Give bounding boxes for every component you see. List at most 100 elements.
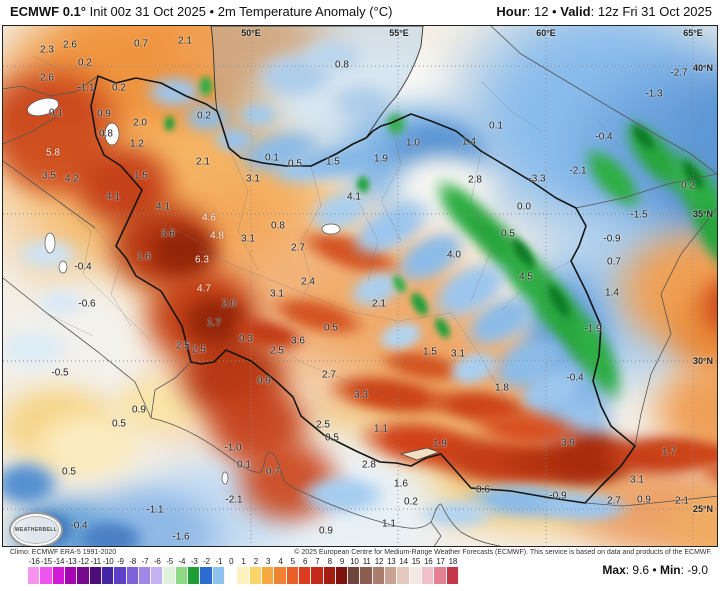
min-value: : -9.0	[680, 563, 708, 577]
weatherbell-logo: WEATHERBELL	[9, 512, 63, 546]
colorbar-cell	[40, 567, 53, 584]
anomaly-value-label: 1.5	[423, 346, 437, 358]
anomaly-value-label: 3.1	[246, 173, 260, 185]
map-canvas: 2.3 2.6 0.7 2.1 0.2 2.6 -1.1 0.2 0.1 0.9 2.0 0.2 0.8…	[2, 25, 718, 547]
colorbar-cell	[298, 567, 312, 584]
anomaly-value-label: 2.5	[270, 345, 284, 357]
colorbar-cell	[151, 567, 164, 584]
colorbar-tick: -8	[129, 557, 136, 566]
anomaly-value-label: 1.0	[406, 137, 420, 149]
anomaly-value-label: 2.1	[372, 298, 386, 310]
colorbar-tick: 16	[424, 557, 433, 566]
anomaly-value-label: 0.8	[271, 220, 285, 232]
model-name: ECMWF 0.1°	[10, 4, 86, 19]
field-blob	[295, 473, 390, 517]
colorbar-cell	[188, 567, 201, 584]
anomaly-value-label: 2.1	[178, 35, 192, 47]
anomaly-value-label: 0.7	[134, 38, 148, 50]
anomaly-value-label: 1.7	[207, 317, 221, 329]
colorbar-cell	[360, 567, 373, 584]
admin-borders	[32, 55, 622, 423]
anomaly-value-label: 3.6	[291, 335, 305, 347]
max-value: : 9.6 •	[625, 563, 660, 577]
logo-text: WEATHERBELL	[14, 527, 58, 533]
colorbar-tick: 10	[350, 557, 359, 566]
anomaly-value-label: 0.2	[78, 57, 92, 69]
colorbar-tick: 4	[278, 557, 283, 566]
anomaly-value-label: 3.5	[42, 170, 56, 182]
anomaly-value-label: 1.1	[382, 518, 396, 530]
colorbar-tick: -5	[166, 557, 173, 566]
anomaly-value-label: -0.4	[566, 372, 584, 384]
colorbar-cell	[163, 567, 176, 584]
anomaly-value-label: -1.5	[630, 209, 648, 221]
colorbar-cell	[52, 567, 65, 584]
colorbar-cell	[434, 567, 447, 584]
latitude-label: 40°N	[692, 63, 714, 73]
colorbar-tick: -14	[53, 557, 65, 566]
colorbar-cell	[335, 567, 349, 584]
anomaly-value-label: -0.6	[78, 298, 96, 310]
anomaly-value-label: 1.4	[462, 136, 476, 148]
anomaly-value-label: 0.9	[97, 108, 111, 120]
latitude-label: 35°N	[692, 209, 714, 219]
anomaly-value-label: 2.6	[63, 39, 77, 51]
anomaly-value-label: 1.9	[433, 438, 447, 450]
colorbar-cell	[101, 567, 115, 584]
valid-label: Valid	[560, 4, 591, 19]
anomaly-value-label: 0.0	[517, 201, 531, 213]
longitude-label: 65°E	[683, 28, 703, 38]
anomaly-value-label: -1.6	[172, 531, 190, 543]
field-blob	[163, 114, 176, 133]
colorbar-cell	[249, 567, 262, 584]
colorbar-cell	[372, 567, 386, 584]
anomaly-value-label: 0.1	[237, 459, 251, 471]
anomaly-value-label: 3.1	[630, 474, 644, 486]
anomaly-value-label: -1.3	[645, 88, 663, 100]
anomaly-value-label: 4.1	[106, 191, 120, 203]
colorbar-tick: -4	[178, 557, 186, 566]
anomaly-value-label: 0.1	[489, 120, 503, 132]
colorbar-tick: -10	[102, 557, 114, 566]
colorbar-cell	[200, 567, 213, 584]
anomaly-value-label: 4.0	[447, 249, 461, 261]
anomaly-value-label: 2.0	[222, 298, 236, 310]
colorbar-cell	[237, 567, 250, 584]
anomaly-value-label: 1.4	[605, 287, 619, 299]
anomaly-value-label: 0.5	[62, 466, 76, 478]
hour-label: Hour	[496, 4, 527, 19]
valid-time: Hour: 12 • Valid: 12z Fri 31 Oct 2025	[496, 4, 712, 19]
colorbar-cell	[261, 567, 275, 584]
anomaly-value-label: 2.7	[322, 369, 336, 381]
anomaly-value-label: 0.5	[324, 322, 338, 334]
colorbar-cell	[28, 567, 41, 584]
colorbar-tick: 17	[436, 557, 445, 566]
colorbar-tick: 9	[339, 557, 345, 566]
min-label: Min	[659, 563, 681, 577]
colorbar-tick: 18	[448, 557, 458, 566]
colorbar-tick: 11	[362, 557, 371, 566]
colorbar-tick: -11	[90, 557, 101, 566]
colorbar-tick: 14	[399, 557, 408, 566]
anomaly-value-label: 3.6	[161, 228, 175, 240]
field-blob	[298, 36, 368, 76]
map-title: ECMWF 0.1° Init 00z 31 Oct 2025 • 2m Tem…	[10, 4, 392, 19]
colorbar-tick: -13	[65, 557, 77, 566]
colorbar-tick: 6	[302, 557, 308, 566]
anomaly-value-label: -0.4	[595, 131, 613, 143]
colorbar-tick: -3	[190, 557, 198, 566]
anomaly-value-label: 1.6	[137, 251, 151, 263]
anomaly-value-label: 3.9	[561, 437, 575, 449]
anomaly-value-label: 0.9	[319, 525, 333, 537]
colorbar-cell	[323, 567, 336, 584]
anomaly-value-label: -1.0	[224, 442, 242, 454]
anomaly-value-label: 0.1	[49, 107, 63, 119]
colorbar-cell	[446, 567, 459, 584]
anomaly-value-label: 3.1	[241, 233, 255, 245]
anomaly-value-label: -0.9	[549, 490, 567, 502]
anomaly-value-label: 6.3	[195, 254, 209, 266]
field-blob	[73, 518, 148, 546]
anomaly-value-label: 4.8	[210, 230, 224, 242]
colorbar-cell	[274, 567, 287, 584]
header-bar: ECMWF 0.1° Init 00z 31 Oct 2025 • 2m Tem…	[0, 0, 720, 25]
